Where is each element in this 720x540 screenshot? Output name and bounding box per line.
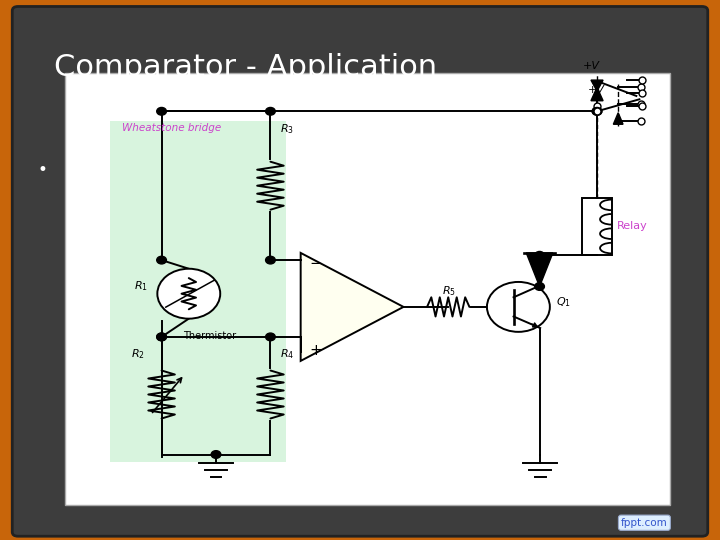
Text: Comparator - Application: Comparator - Application: [54, 53, 437, 82]
Text: fppt.com: fppt.com: [621, 518, 667, 528]
Text: •: •: [37, 161, 48, 179]
Bar: [65, 73, 670, 505]
FancyBboxPatch shape: [12, 6, 708, 536]
